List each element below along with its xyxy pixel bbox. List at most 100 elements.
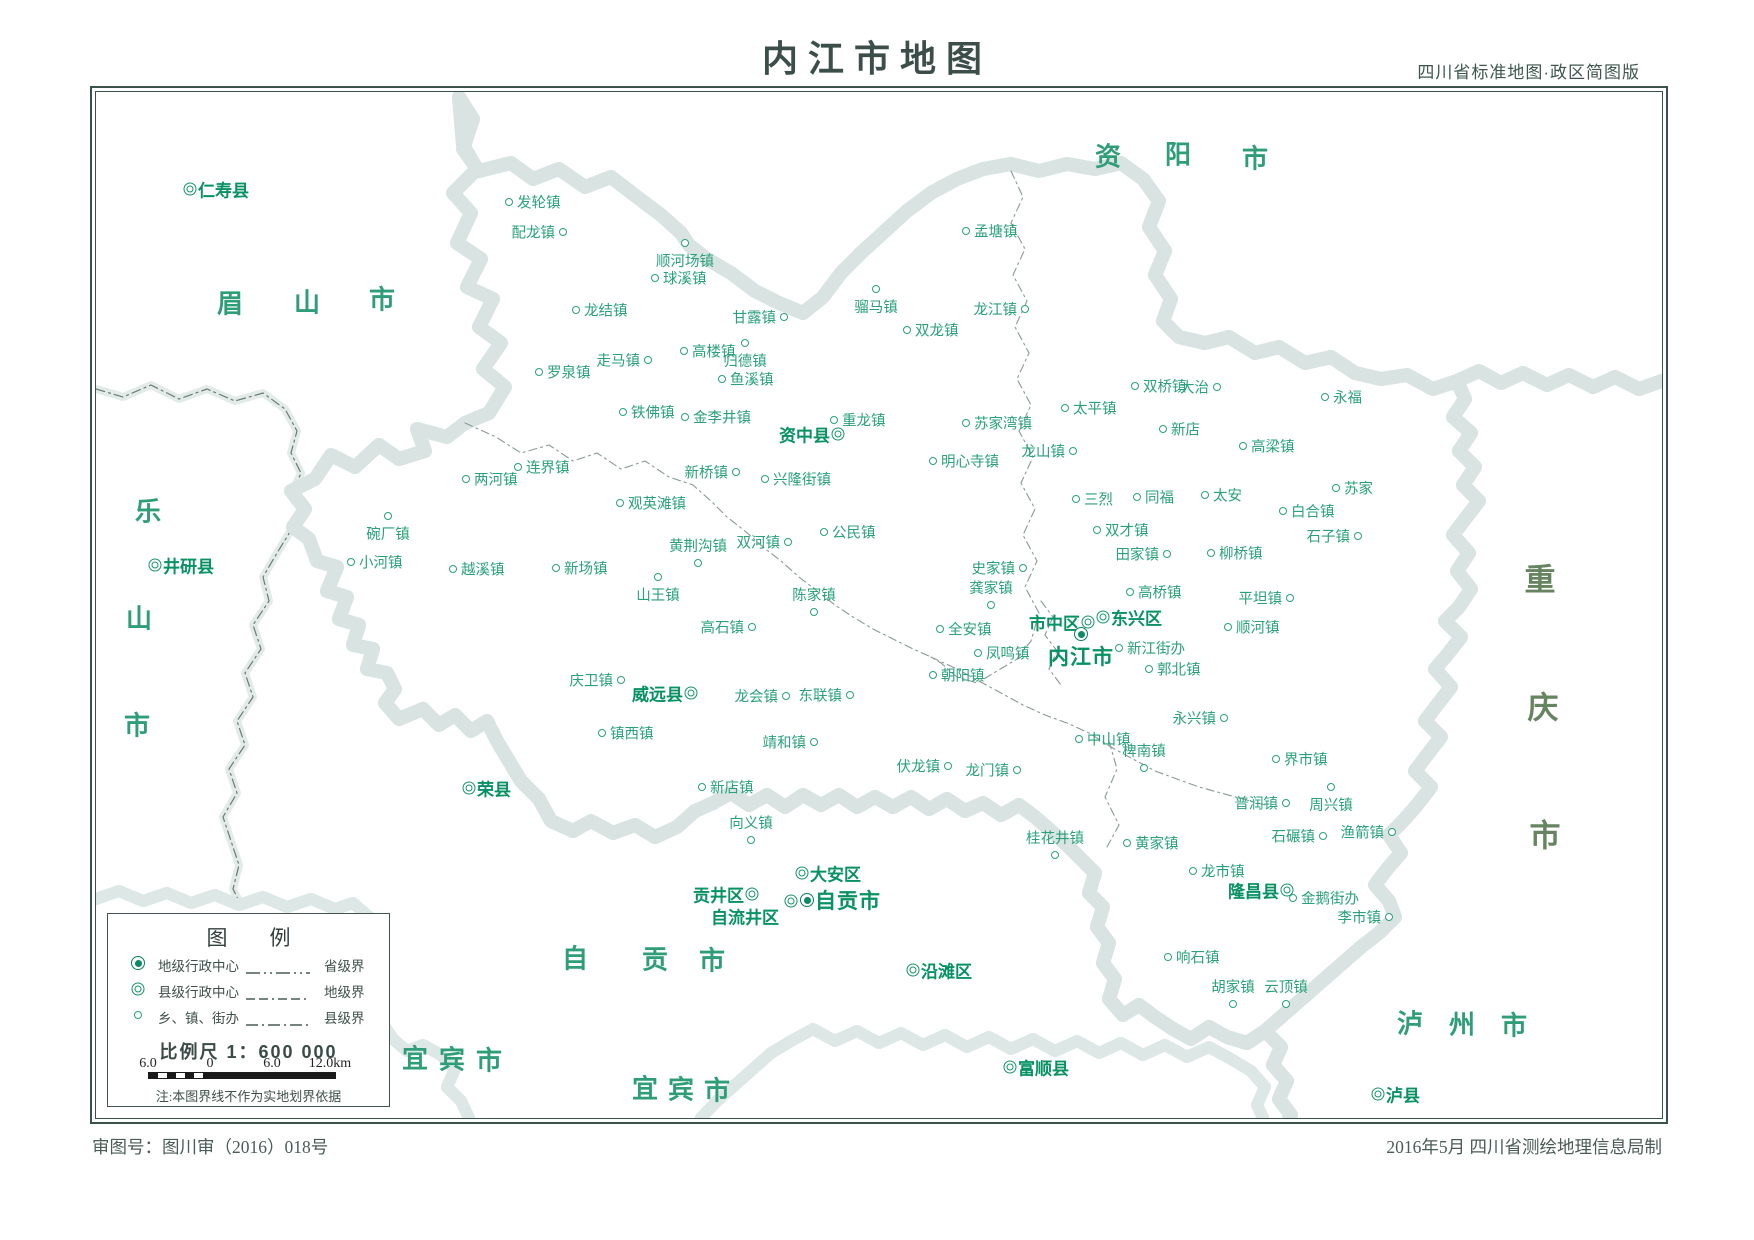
town-circle-icon bbox=[1164, 953, 1172, 961]
place-label: 渔箭镇 bbox=[1340, 825, 1385, 842]
town-circle-icon bbox=[1321, 393, 1329, 401]
place-label: 界市镇 bbox=[1284, 752, 1328, 769]
scale-bar bbox=[148, 1072, 336, 1079]
place-label: 桂花井镇 bbox=[1026, 831, 1084, 847]
neijiang-boundary-band bbox=[284, 92, 1486, 1050]
place-label: 黄荆沟镇 bbox=[669, 539, 727, 555]
county-circle-icon bbox=[906, 963, 920, 977]
town-circle-icon bbox=[559, 228, 567, 236]
place-label: 观英滩镇 bbox=[628, 496, 686, 513]
county-inner-ring bbox=[134, 985, 142, 993]
place-label: 自流井区 bbox=[711, 908, 779, 928]
legend-row: 地级行政中心 省级界 bbox=[108, 952, 389, 974]
town-circle-icon bbox=[1123, 839, 1131, 847]
town-circle-icon bbox=[782, 692, 790, 700]
place-label: 新店 bbox=[1171, 422, 1200, 439]
place-label: 中山镇 bbox=[1087, 732, 1131, 749]
legend-symbol-label: 乡、镇、街办 bbox=[158, 1011, 239, 1026]
place-label: 龙市镇 bbox=[1201, 864, 1245, 881]
county-circle-icon bbox=[148, 558, 162, 572]
town-circle-icon bbox=[1272, 755, 1280, 763]
city-circle-icon bbox=[800, 893, 814, 907]
town-circle-icon bbox=[680, 347, 688, 355]
town-circle-icon bbox=[872, 285, 880, 293]
town-circle-icon bbox=[929, 457, 937, 465]
place-label: 孟塘镇 bbox=[974, 224, 1018, 241]
town-circle-icon bbox=[1220, 714, 1228, 722]
place-label: 太安 bbox=[1213, 488, 1242, 505]
place-label: 向义镇 bbox=[729, 816, 773, 832]
neighbor-region-label: 市 bbox=[1529, 818, 1561, 855]
neighbor-region-label: 宜 bbox=[401, 1044, 429, 1075]
place-label: 两河镇 bbox=[474, 472, 518, 489]
neighbor-region-label: 市 bbox=[703, 1076, 731, 1107]
town-circle-icon bbox=[936, 625, 944, 633]
town-circle-icon bbox=[748, 623, 756, 631]
town-circle-icon bbox=[1279, 507, 1287, 515]
city-circle-icon bbox=[1074, 627, 1088, 641]
town-circle-icon bbox=[552, 564, 560, 572]
town-circle-icon bbox=[616, 499, 624, 507]
place-label: 仁寿县 bbox=[198, 181, 249, 201]
place-label: 双桥镇 bbox=[1143, 379, 1187, 396]
neighbor-region-label: 州 bbox=[1448, 1010, 1476, 1041]
place-label: 大安区 bbox=[810, 865, 861, 885]
place-label: 镇西镇 bbox=[610, 726, 654, 743]
county-inner-ring bbox=[465, 784, 473, 792]
county-circle-icon bbox=[1003, 1060, 1017, 1074]
county-circle-icon bbox=[745, 887, 759, 901]
county-inner-ring bbox=[787, 897, 795, 905]
place-label: 井研县 bbox=[163, 557, 214, 577]
town-circle-icon bbox=[962, 419, 970, 427]
town-circle-icon bbox=[1163, 550, 1171, 558]
county-inner-ring bbox=[151, 561, 159, 569]
town-circle-icon bbox=[1061, 404, 1069, 412]
place-label: 双龙镇 bbox=[915, 323, 959, 340]
town-circle-icon bbox=[347, 558, 355, 566]
town-circle-icon bbox=[903, 326, 911, 334]
legend-province-line bbox=[246, 962, 310, 980]
place-label: 隆昌县 bbox=[1228, 882, 1279, 902]
place-label: 发轮镇 bbox=[517, 195, 561, 212]
place-label: 兴隆街镇 bbox=[773, 472, 831, 489]
town-circle-icon bbox=[741, 339, 749, 347]
town-circle-icon bbox=[780, 313, 788, 321]
county-inner-ring bbox=[1374, 1090, 1382, 1098]
legend-prefecture-line bbox=[246, 988, 310, 1006]
place-label: 伏龙镇 bbox=[896, 759, 941, 776]
place-label: 三烈 bbox=[1084, 492, 1113, 509]
county-inner-ring bbox=[1099, 613, 1107, 621]
place-label: 明心寺镇 bbox=[941, 454, 999, 471]
city-center-dot bbox=[134, 959, 142, 967]
legend-county-line bbox=[246, 1014, 310, 1032]
page-title: 内江市地图 bbox=[761, 38, 992, 79]
town-circle-icon bbox=[1072, 495, 1080, 503]
town-circle-icon bbox=[1093, 526, 1101, 534]
town-circle-icon bbox=[747, 836, 755, 844]
place-label: 柳桥镇 bbox=[1219, 546, 1263, 563]
scale-bar-solid-segment bbox=[211, 1073, 335, 1078]
town-circle-icon bbox=[681, 413, 689, 421]
place-label: 荣县 bbox=[477, 780, 511, 800]
town-circle-icon bbox=[732, 468, 740, 476]
neighbor-region-label: 眉 bbox=[216, 289, 244, 320]
town-circle-icon bbox=[449, 565, 457, 573]
town-circle-icon bbox=[1282, 799, 1290, 807]
neighbor-region-label: 资 bbox=[1094, 142, 1122, 173]
neighbor-region-label: 市 bbox=[368, 285, 396, 316]
place-label: 走马镇 bbox=[596, 353, 641, 370]
town-circle-icon bbox=[1126, 588, 1134, 596]
place-label: 同福 bbox=[1145, 490, 1174, 507]
neighbor-region-label: 泸 bbox=[1396, 1009, 1424, 1040]
town-circle-icon bbox=[1013, 766, 1021, 774]
place-label: 龙结镇 bbox=[584, 303, 628, 320]
chongqing-boundary-band bbox=[1258, 364, 1662, 1118]
town-circle-icon bbox=[1332, 484, 1340, 492]
neighbor-region-label: 市 bbox=[1500, 1011, 1528, 1042]
legend-title: 图例 bbox=[206, 926, 333, 950]
county-inner-ring bbox=[1006, 1063, 1014, 1071]
town-circle-icon bbox=[698, 783, 706, 791]
county-inner-ring bbox=[186, 185, 194, 193]
place-label: 龙江镇 bbox=[973, 302, 1018, 319]
